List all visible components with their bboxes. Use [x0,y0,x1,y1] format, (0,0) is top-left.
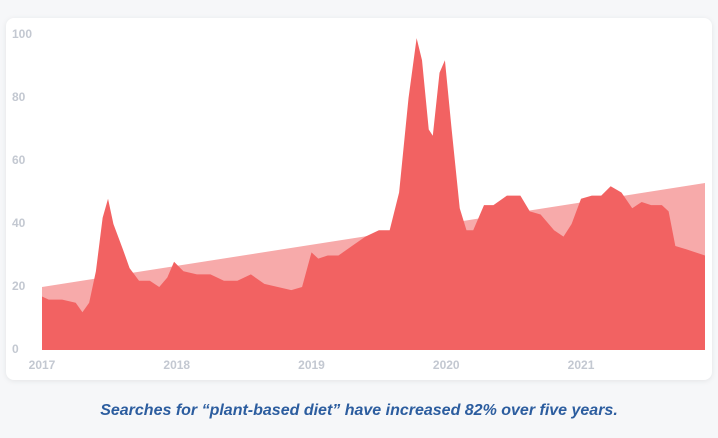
x-tick-label: 2021 [568,358,595,372]
chart: 0 20 40 60 80 100 2017 2018 2019 2020 2021 [12,27,705,372]
area [42,38,705,351]
y-tick-label: 100 [12,27,32,41]
y-tick-label: 60 [12,153,26,167]
x-tick-label: 2020 [433,358,460,372]
caption: Searches for “plant-based diet” have inc… [100,402,618,419]
y-tick-label: 20 [12,279,26,293]
x-tick-label: 2018 [163,358,190,372]
x-tick-label: 2019 [298,358,325,372]
x-tick-label: 2017 [29,358,56,372]
y-tick-label: 80 [12,90,26,104]
y-tick-label: 0 [12,342,19,356]
y-tick-label: 40 [12,216,26,230]
